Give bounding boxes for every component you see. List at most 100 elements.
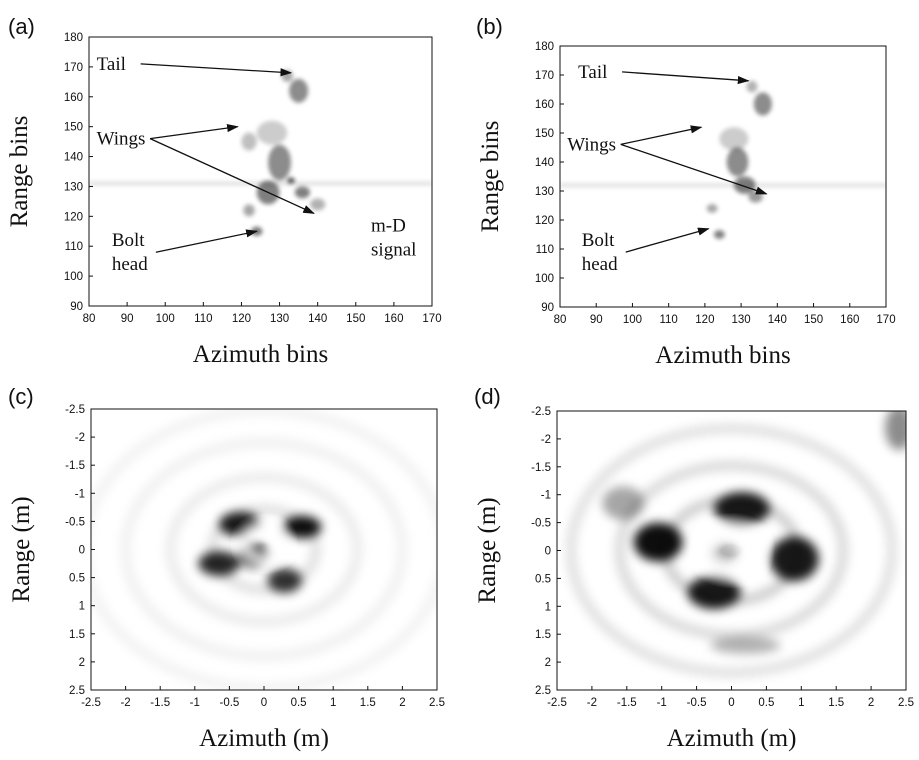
annotation-arrow bbox=[622, 71, 750, 85]
heatmap-ring bbox=[207, 504, 321, 595]
y-tick-label: -2.5 bbox=[531, 406, 551, 418]
heatmap-blob bbox=[289, 78, 309, 103]
x-axis-label: Azimuth bins bbox=[655, 342, 790, 369]
y-tick-label: 2 bbox=[545, 657, 551, 669]
heatmap-blob bbox=[687, 575, 741, 610]
heatmap-blob bbox=[287, 177, 295, 184]
heatmap-blob bbox=[268, 144, 291, 181]
heatmap-center-ring bbox=[241, 525, 287, 563]
y-tick-label: 2.5 bbox=[535, 685, 551, 697]
heatmap-ring bbox=[165, 472, 363, 627]
annotation-label: Bolt head bbox=[112, 230, 148, 275]
y-tick-label: 120 bbox=[64, 211, 83, 223]
x-tick-label: 2 bbox=[399, 697, 405, 709]
heatmap-blob bbox=[706, 204, 718, 213]
chart-panel-0: (a)80 90 100 110 120 130 140 150 160 170901001101… bbox=[6, 14, 442, 368]
x-tick-label: -0.5 bbox=[687, 697, 707, 709]
x-tick-label: 2.5 bbox=[898, 697, 914, 709]
annotation-arrow bbox=[155, 229, 258, 253]
y-tick-label: 180 bbox=[535, 41, 554, 53]
x-tick-label: 1.5 bbox=[828, 697, 844, 709]
heatmap-blob bbox=[243, 204, 255, 217]
panel-label: (b) bbox=[476, 14, 503, 39]
y-tick-label: 90 bbox=[70, 301, 83, 313]
heatmap-blob bbox=[710, 636, 781, 654]
y-tick-label: 0 bbox=[79, 545, 85, 557]
x-axis-label: Azimuth bins bbox=[193, 341, 328, 368]
y-tick-label: 180 bbox=[64, 32, 83, 44]
x-tick-label: 100 bbox=[623, 314, 642, 326]
y-tick-label: 120 bbox=[535, 215, 554, 227]
y-tick-label: 100 bbox=[64, 271, 83, 283]
x-tick-label: 120 bbox=[695, 314, 714, 326]
heatmap-blob bbox=[713, 230, 725, 239]
y-tick-label: 2 bbox=[79, 657, 85, 669]
heatmap-blob bbox=[294, 186, 311, 199]
heatmap-blob bbox=[198, 551, 240, 576]
y-tick-label: 0.5 bbox=[69, 573, 85, 585]
heatmap-center-ring bbox=[700, 524, 763, 577]
chart-panel-3: (d)-2.5 -2 -1.5 -1 -0.5 0 0.5 1 1.5 2 2.5-2.5-2-1.… bbox=[474, 384, 914, 752]
x-tick-label: 2.5 bbox=[429, 697, 445, 709]
annotation-arrow bbox=[140, 63, 293, 77]
y-tick-label: 160 bbox=[64, 92, 83, 104]
heatmap-ring bbox=[120, 437, 408, 662]
annotation-label: Bolt head bbox=[582, 230, 618, 275]
x-tick-label: 0 bbox=[728, 697, 734, 709]
y-tick-label: 0.5 bbox=[535, 573, 551, 585]
heatmap-blob bbox=[256, 120, 288, 145]
y-tick-label: 1 bbox=[545, 601, 551, 613]
heatmap-streak bbox=[560, 183, 886, 188]
x-axis-label: Azimuth (m) bbox=[199, 725, 329, 752]
x-tick-label: 0 bbox=[261, 697, 267, 709]
x-tick-label: -2 bbox=[587, 697, 597, 709]
x-tick-label: 160 bbox=[384, 313, 403, 325]
x-tick-label: 170 bbox=[422, 313, 441, 325]
heatmap bbox=[89, 37, 432, 306]
x-tick-label: -1 bbox=[190, 697, 200, 709]
heatmap-blob bbox=[241, 132, 257, 151]
y-tick-label: 1 bbox=[79, 601, 85, 613]
annotation-arrow bbox=[620, 125, 703, 146]
x-axis-label: Azimuth (m) bbox=[667, 725, 797, 752]
heatmap-blob bbox=[726, 147, 749, 177]
y-tick-label: 130 bbox=[535, 186, 554, 198]
annotation-arrow bbox=[620, 143, 768, 195]
heatmap-blob bbox=[714, 491, 770, 526]
x-tick-label: 1 bbox=[798, 697, 804, 709]
heatmap-blob bbox=[746, 80, 758, 93]
y-tick-label: 100 bbox=[535, 273, 554, 285]
x-tick-label: 170 bbox=[876, 314, 895, 326]
y-tick-label: 170 bbox=[64, 62, 83, 74]
heatmap-ring bbox=[614, 460, 849, 641]
y-tick-label: -1 bbox=[541, 490, 551, 502]
y-tick-label: 2.5 bbox=[69, 685, 85, 697]
heatmap-blob bbox=[633, 522, 683, 562]
annotation-arrow bbox=[149, 138, 315, 214]
y-tick-label: 140 bbox=[535, 157, 554, 169]
heatmap-blob bbox=[753, 92, 772, 116]
y-axis-label: Range (m) bbox=[474, 497, 501, 603]
heatmap bbox=[560, 46, 886, 307]
y-tick-label: 150 bbox=[535, 128, 554, 140]
x-tick-label: 80 bbox=[83, 313, 96, 325]
x-tick-label: 160 bbox=[840, 314, 859, 326]
x-tick-label: 0.5 bbox=[291, 697, 307, 709]
heatmap-blob bbox=[310, 198, 326, 211]
x-tick-label: -2 bbox=[120, 697, 130, 709]
annotation-arrow bbox=[150, 124, 239, 140]
y-tick-label: 160 bbox=[535, 99, 554, 111]
annotation-label: Tail bbox=[578, 62, 607, 83]
x-tick-label: -2.5 bbox=[81, 697, 101, 709]
y-tick-label: 170 bbox=[535, 70, 554, 82]
x-tick-label: -1 bbox=[657, 697, 667, 709]
y-tick-label: -1.5 bbox=[65, 460, 85, 472]
heatmap-streak bbox=[89, 181, 432, 186]
x-tick-label: 130 bbox=[270, 313, 289, 325]
x-tick-label: -2.5 bbox=[547, 697, 567, 709]
chart-panel-1: (b)80 90 100 110 120 130 140 150 160 170901001101… bbox=[476, 14, 896, 369]
panel-label: (d) bbox=[474, 384, 501, 409]
heatmap-blob bbox=[282, 515, 322, 539]
x-tick-label: -1.5 bbox=[150, 697, 170, 709]
